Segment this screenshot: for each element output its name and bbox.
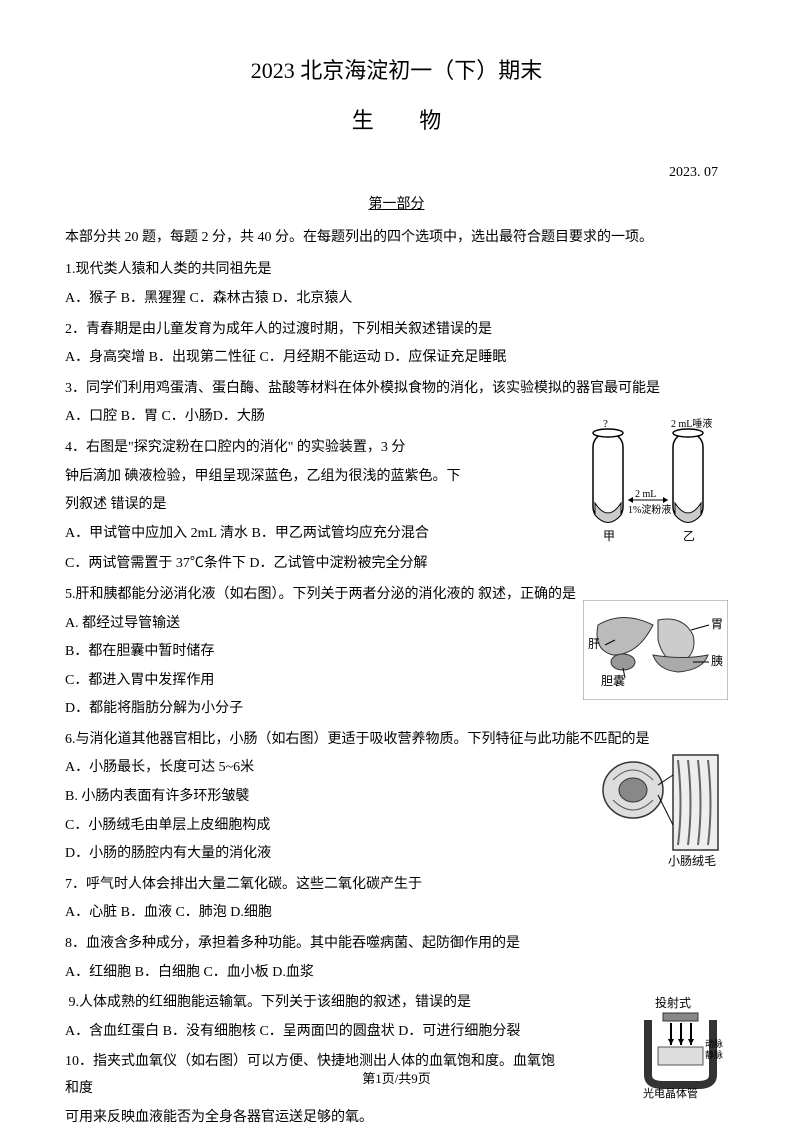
label-stomach: 胃 <box>711 617 723 631</box>
question-number: 7． <box>65 877 86 892</box>
question-5: 肝 胃 胰 胆囊 5.肝和胰都能分泌消化液（如右图）。下列关于两者分泌的消化液的… <box>65 582 728 723</box>
label-villi: 小肠绒毛 <box>668 854 716 868</box>
figure-intestine-villi: 小肠绒毛 <box>598 745 728 881</box>
question-options-vertical: A．小肠最长，长度可达 5~6米 B. 小肠内表面有许多环形皱襞 C．小肠绒毛由… <box>65 755 562 867</box>
question-text: 6.与消化道其他器官相比，小肠（如右图）更适于吸收营养物质。下列特征与此功能不匹… <box>65 727 728 754</box>
question-6: 小肠绒毛 6.与消化道其他器官相比，小肠（如右图）更适于吸收营养物质。下列特征与… <box>65 727 728 868</box>
question-stem: 与消化道其他器官相比，小肠（如右图）更适于吸收营养物质。下列特征与此功能不匹配的… <box>76 732 650 747</box>
question-text: 1.现代类人猿和人类的共同祖先是 <box>65 257 728 284</box>
question-number: 8． <box>65 936 86 951</box>
question-9: 投射式 动脉 静脉 光电晶体管 9.人体成熟的红细胞能运输氧。下列关于该细胞的叙… <box>65 990 728 1045</box>
figure-test-tubes: ? 2 mL唾液 2 mL 1%淀粉液 甲 乙 <box>573 415 728 561</box>
question-stem: 青春期是由儿童发育为成年人的过渡时期，下列相关叙述错误的是 <box>86 322 492 337</box>
option-c: C．都进入胃中发挥作用 <box>65 668 562 695</box>
option-d: D．小肠的肠腔内有大量的消化液 <box>65 841 562 868</box>
question-7: 7．呼气时人体会排出大量二氧化碳。这些二氧化碳产生于 A．心脏 B．血液 C．肺… <box>65 872 728 927</box>
question-stem-line: 钟后滴加 碘液检验，甲组呈现深蓝色，乙组为很浅的蓝紫色。下 <box>65 464 516 491</box>
question-number: 2． <box>65 322 86 337</box>
question-2: 2．青春期是由儿童发育为成年人的过渡时期，下列相关叙述错误的是 A．身高突增 B… <box>65 317 728 372</box>
question-stem: 呼气时人体会排出大量二氧化碳。这些二氧化碳产生于 <box>86 877 422 892</box>
question-text: 2．青春期是由儿童发育为成年人的过渡时期，下列相关叙述错误的是 <box>65 317 728 344</box>
question-options: A．甲试管中应加入 2mL 清水 B．甲乙两试管均应充分混合 <box>65 521 516 548</box>
option-b: B. 小肠内表面有许多环形皱襞 <box>65 784 562 811</box>
question-stem: 现代类人猿和人类的共同祖先是 <box>76 262 272 277</box>
question-number: 9. <box>69 995 80 1010</box>
question-number: 6. <box>65 732 76 747</box>
question-options: A．身高突增 B．出现第二性征 C．月经期不能运动 D．应保证充足睡眠 <box>65 345 728 372</box>
exam-date: 2023. 07 <box>65 160 728 187</box>
label-jia: 甲 <box>603 529 615 543</box>
question-stem: 同学们利用鸡蛋清、蛋白酶、盐酸等材料在体外模拟食物的消化，该实验模拟的器官最可能… <box>86 381 660 396</box>
option-c: C．小肠绒毛由单层上皮细胞构成 <box>65 813 562 840</box>
option-b: B．都在胆囊中暂时储存 <box>65 639 562 666</box>
subject-title: 生 物 <box>65 100 728 142</box>
question-number: 3． <box>65 381 86 396</box>
label-starch: 1%淀粉液 <box>628 503 671 516</box>
label-2ml: 2 mL <box>635 489 656 500</box>
label-question-mark: ? <box>603 418 608 430</box>
question-stem-line: 列叙述 错误的是 <box>65 492 516 519</box>
main-title: 2023 北京海淀初一（下）期末 <box>65 50 728 92</box>
question-stem: 肝和胰都能分泌消化液（如右图）。下列关于两者分泌的消化液的 叙述，正确的是 <box>76 587 577 602</box>
label-gallbladder: 胆囊 <box>601 673 625 688</box>
question-options-vertical: A. 都经过导管输送 B．都在胆囊中暂时储存 C．都进入胃中发挥作用 D．都能将… <box>65 611 562 723</box>
question-1: 1.现代类人猿和人类的共同祖先是 A．猴子 B．黑猩猩 C．森林古猿 D．北京猿… <box>65 257 728 312</box>
option-a: A．小肠最长，长度可达 5~6米 <box>65 755 562 782</box>
question-options: A．含血红蛋白 B．没有细胞核 C．呈两面凹的圆盘状 D．可进行细胞分裂 <box>65 1019 562 1046</box>
question-stem-line: 可用来反映血液能否为全身各器官运送足够的氧。 <box>65 1105 728 1131</box>
question-text: 3．同学们利用鸡蛋清、蛋白酶、盐酸等材料在体外模拟食物的消化，该实验模拟的器官最… <box>65 376 728 403</box>
question-stem-line: 右图是"探究淀粉在口腔内的消化" 的实验装置，3 分 <box>86 440 405 455</box>
label-liver: 肝 <box>588 637 600 651</box>
question-text: 7．呼气时人体会排出大量二氧化碳。这些二氧化碳产生于 <box>65 872 728 899</box>
option-a: A. 都经过导管输送 <box>65 611 562 638</box>
label-saliva: 2 mL唾液 <box>671 417 712 430</box>
question-text: 4．右图是"探究淀粉在口腔内的消化" 的实验装置，3 分 <box>65 435 516 462</box>
question-stem: 人体成熟的红细胞能运输氧。下列关于该细胞的叙述，错误的是 <box>79 995 471 1010</box>
question-options: A．红细胞 B．白细胞 C．血小板 D.血浆 <box>65 960 728 987</box>
question-number: 4． <box>65 440 86 455</box>
question-text: 5.肝和胰都能分泌消化液（如右图）。下列关于两者分泌的消化液的 叙述，正确的是 <box>65 582 728 609</box>
figure-liver-pancreas: 肝 胃 胰 胆囊 <box>583 600 728 711</box>
question-text: 8．血液含多种成分，承担着多种功能。其中能吞噬病菌、起防御作用的是 <box>65 931 728 958</box>
question-number: 5. <box>65 587 76 602</box>
label-yi: 乙 <box>683 529 695 543</box>
question-stem: 血液含多种成分，承担着多种功能。其中能吞噬病菌、起防御作用的是 <box>86 936 520 951</box>
question-text: 9.人体成熟的红细胞能运输氧。下列关于该细胞的叙述，错误的是 <box>65 990 728 1017</box>
question-4: ? 2 mL唾液 2 mL 1%淀粉液 甲 乙 4．右图是"探究淀粉在口腔内的消… <box>65 435 728 578</box>
label-artery: 动脉 <box>705 1038 723 1049</box>
question-8: 8．血液含多种成分，承担着多种功能。其中能吞噬病菌、起防御作用的是 A．红细胞 … <box>65 931 728 986</box>
option-d: D．都能将脂肪分解为小分子 <box>65 696 562 723</box>
section-heading: 第一部分 <box>65 192 728 219</box>
instructions-text: 本部分共 20 题，每题 2 分，共 40 分。在每题列出的四个选项中，选出最符… <box>65 225 728 252</box>
question-options: A．猴子 B．黑猩猩 C．森林古猿 D．北京猿人 <box>65 286 728 313</box>
question-options: A．心脏 B．血液 C．肺泡 D.细胞 <box>65 900 728 927</box>
label-pancreas: 胰 <box>711 654 723 668</box>
question-number: 1. <box>65 262 76 277</box>
page-footer: 第1页/共9页 <box>0 1067 793 1092</box>
